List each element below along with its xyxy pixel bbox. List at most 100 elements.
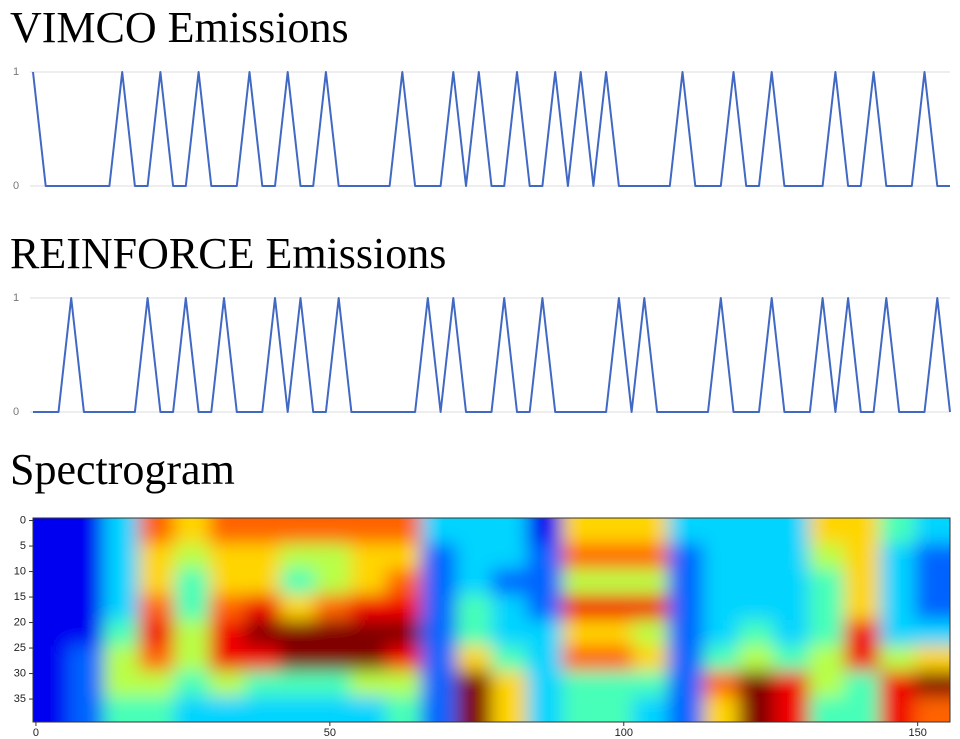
heatmap-cell — [773, 569, 810, 595]
emission-line — [33, 297, 951, 413]
heatmap-cell — [632, 594, 669, 621]
y-tick-label: 5 — [20, 540, 26, 552]
heatmap-cell — [703, 518, 739, 544]
heatmap-cell — [844, 696, 880, 722]
heatmap-cell — [632, 518, 669, 544]
heatmap-cell — [562, 594, 598, 621]
chart-title: VIMCO Emissions — [10, 3, 349, 52]
heatmap-cell — [914, 518, 950, 544]
heatmap-cell — [667, 569, 704, 595]
heatmap — [33, 518, 950, 722]
heatmap-cell — [844, 518, 880, 544]
heatmap-cell — [844, 645, 880, 672]
heatmap-cell — [738, 543, 775, 570]
heatmap-cell — [420, 594, 457, 621]
heatmap-cell — [667, 518, 704, 544]
heatmap-cell — [244, 543, 281, 570]
heatmap-cell — [244, 671, 281, 697]
y-tick-label: 15 — [14, 591, 26, 603]
heatmap-cell — [244, 518, 281, 544]
heatmap-cell — [703, 543, 739, 570]
heatmap-cell — [526, 671, 563, 697]
heatmap-cell — [562, 518, 598, 544]
y-tick-label: 30 — [14, 667, 26, 679]
heatmap-cell — [456, 620, 492, 646]
heatmap-cell — [597, 620, 634, 646]
heatmap-cell — [738, 645, 775, 672]
heatmap-cell — [244, 569, 281, 595]
heatmap-cell — [491, 620, 528, 646]
heatmap-cell — [68, 696, 105, 722]
heatmap-cell — [33, 594, 69, 621]
heatmap-cell — [491, 518, 528, 544]
heatmap-cell — [68, 620, 105, 646]
heatmap-cell — [174, 543, 210, 570]
heatmap-cell — [773, 594, 810, 621]
heatmap-cell — [526, 569, 563, 595]
heatmap-cell — [667, 645, 704, 672]
heatmap-cell — [844, 594, 880, 621]
heatmap-cell — [879, 696, 916, 722]
heatmap-cell — [33, 569, 69, 595]
heatmap-cell — [420, 696, 457, 722]
heatmap-cell — [526, 543, 563, 570]
heatmap-cell — [315, 645, 351, 672]
heatmap-cell — [667, 543, 704, 570]
heatmap-cell — [138, 620, 175, 646]
heatmap-cell — [879, 671, 916, 697]
y-tick-label: 25 — [14, 642, 26, 654]
heatmap-cell — [491, 645, 528, 672]
y-tick-label: 10 — [14, 565, 26, 577]
plot-frame — [32, 517, 951, 723]
heatmap-cell — [526, 518, 563, 544]
heatmap-cell — [420, 569, 457, 595]
heatmap-cell — [103, 620, 140, 646]
heatmap-cell — [738, 569, 775, 595]
x-tick-label: 50 — [324, 727, 336, 739]
heatmap-cell — [279, 518, 316, 544]
heatmap-cell — [68, 645, 105, 672]
y-tick-label: 20 — [14, 616, 26, 628]
heatmap-cell — [703, 594, 739, 621]
heatmap-cells — [33, 518, 950, 722]
heatmap-cell — [773, 543, 810, 570]
heatmap-cell — [138, 594, 175, 621]
heatmap-cell — [914, 645, 950, 672]
heatmap-cell — [138, 671, 175, 697]
heatmap-cell — [808, 594, 845, 621]
heatmap-cell — [279, 620, 316, 646]
heatmap-cell — [844, 569, 880, 595]
heatmap-cell — [138, 518, 175, 544]
heatmap-cell — [597, 518, 634, 544]
heatmap-cell — [491, 594, 528, 621]
y-tick-label: 0 — [13, 180, 19, 192]
heatmap-cell — [209, 696, 246, 722]
heatmap-cell — [174, 620, 210, 646]
heatmap-cell — [174, 594, 210, 621]
heatmap-cell — [526, 594, 563, 621]
heatmap-cell — [315, 696, 351, 722]
heatmap-cell — [491, 671, 528, 697]
heatmap-cell — [738, 696, 775, 722]
heatmap-cell — [209, 620, 246, 646]
heatmap-cell — [385, 620, 422, 646]
heatmap-cell — [773, 696, 810, 722]
heatmap-cell — [68, 671, 105, 697]
heatmap-cell — [209, 645, 246, 672]
heatmap-cell — [174, 569, 210, 595]
heatmap-cell — [914, 696, 950, 722]
heatmap-cell — [879, 620, 916, 646]
heatmap-cell — [562, 620, 598, 646]
heatmap-cell — [632, 620, 669, 646]
y-tick-label: 0 — [20, 514, 26, 526]
heatmap-cell — [491, 696, 528, 722]
heatmap-cell — [456, 671, 492, 697]
emission-line — [32, 71, 950, 187]
heatmap-cell — [808, 518, 845, 544]
heatmap-cell — [103, 671, 140, 697]
heatmap-cell — [562, 696, 598, 722]
heatmap-cell — [385, 645, 422, 672]
heatmap-cell — [597, 696, 634, 722]
chart-title: Spectrogram — [10, 445, 235, 494]
heatmap-cell — [526, 620, 563, 646]
